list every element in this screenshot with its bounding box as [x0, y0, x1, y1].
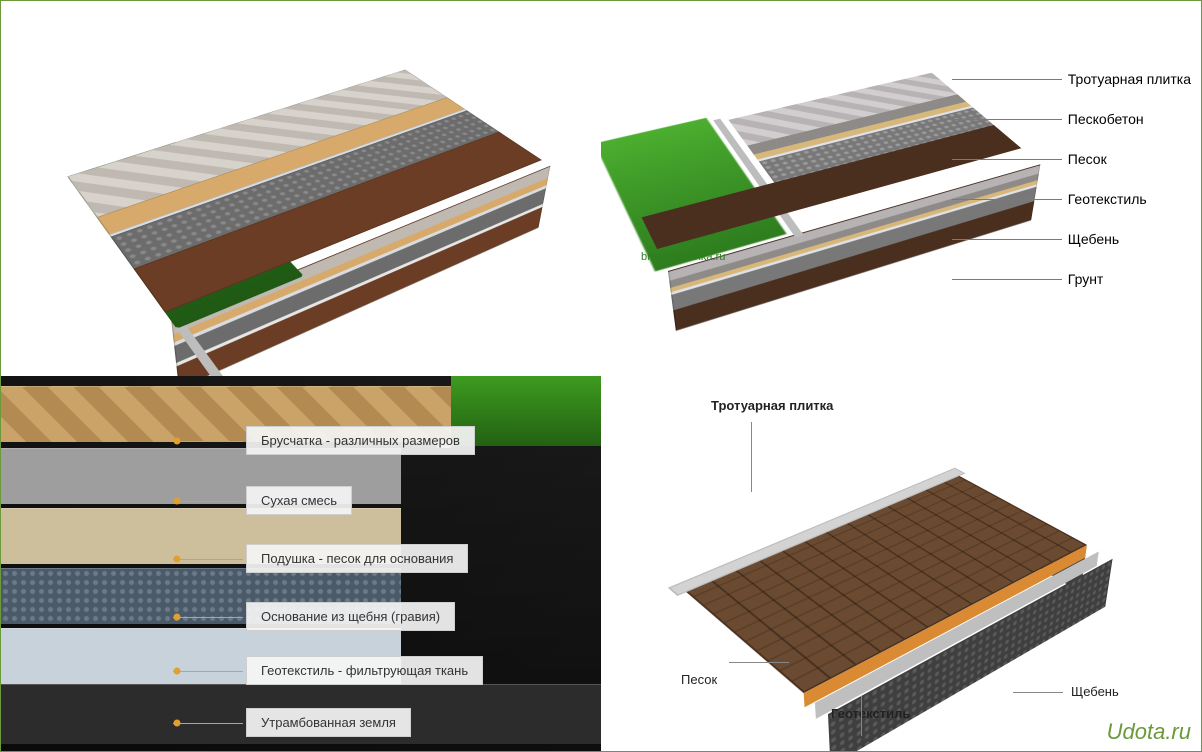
panel-top-left: [1, 1, 601, 376]
layer-labels: Тротуарная плитка Пескобетон Песок Геоте…: [1068, 71, 1191, 287]
label-geotextile: Геотекстиль: [1068, 191, 1191, 207]
cutaway-1: [61, 21, 541, 331]
panel-bottom-left: Брусчатка - различных размеров Сухая сме…: [1, 376, 601, 751]
callout-geotextile: Геотекстиль: [831, 706, 910, 721]
diagram-grid: Тротуарная плитка Пескобетон Песок Геоте…: [1, 1, 1201, 751]
callout-tile: Тротуарная плитка: [711, 398, 833, 413]
callout-gravel: Щебень: [1071, 684, 1119, 699]
panel-top-right: Тротуарная плитка Пескобетон Песок Геоте…: [601, 1, 1201, 376]
caption-sand: Подушка - песок для основания: [246, 544, 468, 573]
caption-bricks: Брусчатка - различных размеров: [246, 426, 475, 455]
caption-gravel: Основание из щебня (гравия): [246, 602, 455, 631]
callout-tile-text: Тротуарная плитка: [711, 398, 833, 413]
label-sand: Песок: [1068, 151, 1191, 167]
panel-bottom-right: Тротуарная плитка Песок Геотекстиль Щебе…: [601, 376, 1201, 751]
source-watermark: bruschatochka.ru: [641, 251, 725, 263]
site-watermark: Udota.ru: [1107, 719, 1191, 745]
label-soil: Грунт: [1068, 271, 1191, 287]
isometric-block: [681, 466, 1101, 706]
callout-gravel-text: Щебень: [1071, 684, 1119, 699]
caption-soil: Утрамбованная земля: [246, 708, 411, 737]
label-tile: Тротуарная плитка: [1068, 71, 1191, 87]
caption-geotextile: Геотекстиль - фильтрующая ткань: [246, 656, 483, 685]
label-gravel: Щебень: [1068, 231, 1191, 247]
caption-dry-mix: Сухая смесь: [246, 486, 352, 515]
callout-geotextile-text: Геотекстиль: [831, 706, 910, 721]
callout-sand-text: Песок: [681, 672, 717, 687]
callout-sand: Песок: [681, 672, 717, 687]
label-peskobeton: Пескобетон: [1068, 111, 1191, 127]
